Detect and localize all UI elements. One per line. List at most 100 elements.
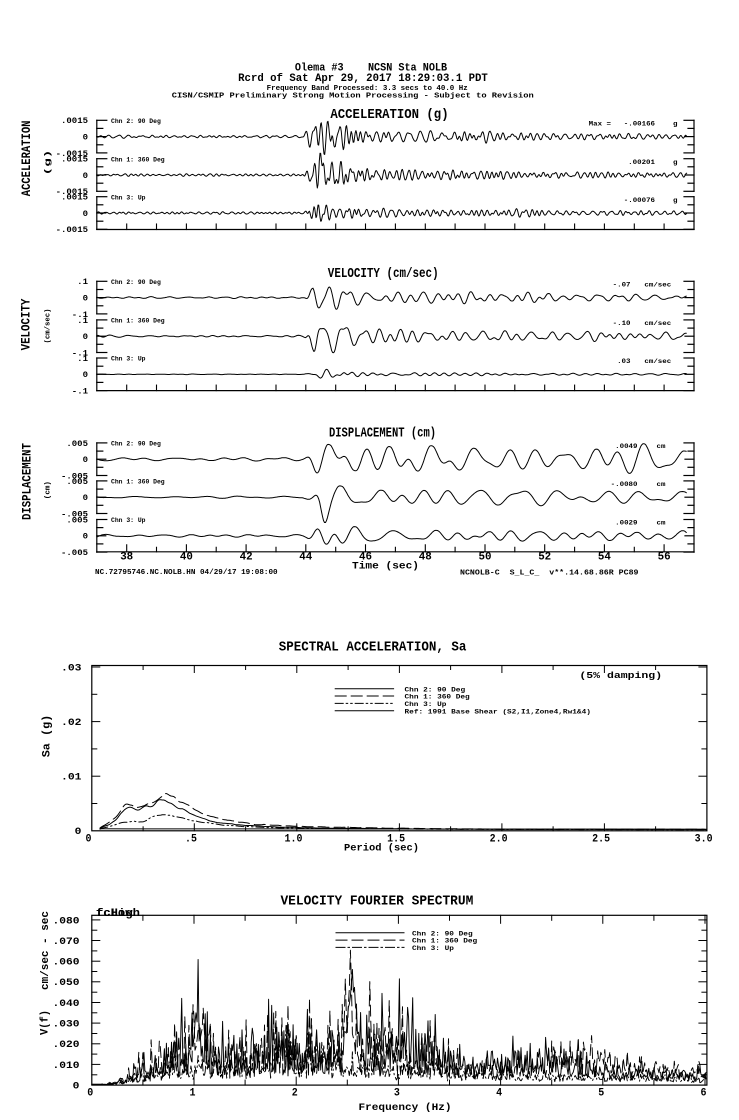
svg-text:-.00166: -.00166 — [624, 120, 655, 127]
svg-text:.040: .040 — [53, 998, 80, 1009]
svg-text:0: 0 — [83, 370, 88, 380]
svg-text:cm/sec - sec: cm/sec - sec — [40, 911, 52, 990]
svg-text:Chn 2: 90 Deg: Chn 2: 90 Deg — [111, 118, 161, 126]
svg-text:Frequency Band Processed: 3.3: Frequency Band Processed: 3.3 secs to 40… — [267, 85, 468, 93]
svg-text:0: 0 — [87, 1088, 93, 1100]
svg-text:.1: .1 — [77, 354, 88, 364]
svg-text:0: 0 — [83, 209, 88, 219]
svg-text:ACCELERATION: ACCELERATION — [19, 121, 34, 197]
svg-text:-.005: -.005 — [61, 548, 88, 558]
svg-text:5: 5 — [598, 1088, 604, 1100]
svg-text:.005: .005 — [66, 515, 88, 525]
svg-text:.5: .5 — [185, 833, 197, 845]
svg-text:Chn 3: Up: Chn 3: Up — [111, 517, 146, 525]
svg-text:(cm/sec): (cm/sec) — [45, 309, 53, 344]
svg-text:cm: cm — [657, 443, 666, 450]
svg-text:Time (sec): Time (sec) — [352, 561, 419, 572]
svg-text:0: 0 — [83, 455, 88, 465]
svg-text:.080: .080 — [53, 915, 80, 926]
svg-text:0: 0 — [83, 332, 88, 342]
svg-text:.050: .050 — [53, 977, 80, 988]
svg-text:-.00076: -.00076 — [624, 197, 655, 204]
svg-text:.030: .030 — [53, 1019, 80, 1030]
svg-text:NC.72795746.NC.NOLB.HN 04/29/1: NC.72795746.NC.NOLB.HN 04/29/17 19:08:00 — [95, 569, 278, 577]
svg-text:-.005: -.005 — [61, 471, 88, 481]
svg-text:cm/sec: cm/sec — [644, 358, 671, 365]
svg-text:Chn 2: 90 Deg: Chn 2: 90 Deg — [405, 686, 466, 694]
svg-text:VELOCITY (cm/sec): VELOCITY (cm/sec) — [328, 267, 439, 282]
svg-text:V(f): V(f) — [39, 1010, 51, 1035]
svg-text:.0049: .0049 — [615, 443, 637, 450]
svg-text:-.1: -.1 — [72, 387, 88, 397]
svg-text:-.0015: -.0015 — [56, 225, 88, 235]
svg-text:-.1: -.1 — [72, 348, 88, 358]
svg-text:Chn 2: 90 Deg: Chn 2: 90 Deg — [111, 441, 161, 449]
svg-text:1.0: 1.0 — [285, 833, 303, 845]
svg-text:.070: .070 — [53, 936, 80, 947]
svg-text:-.10: -.10 — [613, 320, 631, 327]
svg-text:Ref: 1991 Base Shear (S2,I1,Zo: Ref: 1991 Base Shear (S2,I1,Zone4,Rw1&4) — [405, 708, 591, 716]
svg-text:fcLow: fcLow — [96, 908, 133, 920]
svg-text:.03: .03 — [617, 358, 631, 365]
svg-text:g: g — [673, 120, 678, 127]
svg-text:0: 0 — [83, 493, 88, 503]
svg-text:fcHigh: fcHigh — [96, 908, 140, 920]
svg-text:0: 0 — [83, 133, 88, 143]
svg-text:DISPLACEMENT (cm): DISPLACEMENT (cm) — [329, 426, 436, 441]
svg-text:42: 42 — [240, 552, 253, 564]
svg-text:54: 54 — [598, 552, 611, 564]
svg-text:1: 1 — [190, 1088, 196, 1100]
svg-text:3.0: 3.0 — [695, 833, 713, 845]
svg-text:0: 0 — [75, 826, 82, 837]
svg-text:.060: .060 — [53, 957, 80, 968]
svg-text:cm/sec: cm/sec — [644, 320, 671, 327]
svg-text:0: 0 — [83, 171, 88, 181]
svg-text:cm: cm — [657, 481, 666, 488]
svg-text:0: 0 — [86, 833, 92, 845]
svg-text:2.0: 2.0 — [490, 833, 508, 845]
svg-text:Chn 1: 360 Deg: Chn 1: 360 Deg — [405, 694, 470, 702]
svg-text:.02: .02 — [61, 717, 82, 728]
svg-text:52: 52 — [538, 552, 551, 564]
svg-text:0: 0 — [73, 1081, 80, 1092]
svg-text:.0015: .0015 — [61, 116, 88, 126]
svg-text:-.0015: -.0015 — [56, 187, 88, 197]
svg-text:3: 3 — [394, 1088, 400, 1100]
svg-text:Chn 3: Up: Chn 3: Up — [412, 945, 454, 953]
svg-text:cm: cm — [657, 520, 666, 527]
svg-text:NCNOLB-C S_L_C_ v**.14.68.86: NCNOLB-C S_L_C_ v**.14.68.86R PC89 — [460, 570, 639, 578]
svg-text:g: g — [673, 197, 678, 204]
svg-text:Chn 3: Up: Chn 3: Up — [405, 701, 447, 709]
svg-text:-.07: -.07 — [613, 281, 631, 288]
svg-text:.005: .005 — [66, 477, 88, 487]
svg-text:.005: .005 — [66, 439, 88, 449]
svg-text:ACCELERATION (g): ACCELERATION (g) — [330, 108, 448, 123]
svg-text:.010: .010 — [53, 1060, 80, 1071]
svg-text:Chn 3: Up: Chn 3: Up — [111, 356, 146, 364]
svg-text:CISN/CSMIP Preliminary Strong: CISN/CSMIP Preliminary Strong Motion Pro… — [172, 93, 534, 101]
svg-text:.0015: .0015 — [61, 155, 88, 165]
svg-text:.1: .1 — [77, 277, 88, 287]
svg-text:-.0080: -.0080 — [611, 481, 638, 488]
svg-text:56: 56 — [658, 552, 671, 564]
svg-text:(cm): (cm) — [45, 481, 53, 499]
svg-text:Chn 3: Up: Chn 3: Up — [111, 194, 146, 202]
svg-text:VELOCITY FOURIER SPECTRUM: VELOCITY FOURIER SPECTRUM — [280, 895, 473, 910]
svg-text:Chn 2: 90 Deg: Chn 2: 90 Deg — [111, 279, 161, 287]
svg-text:SPECTRAL ACCELERATION, Sa: SPECTRAL ACCELERATION, Sa — [279, 641, 467, 656]
svg-text:Period (sec): Period (sec) — [344, 843, 419, 854]
svg-text:DISPLACEMENT: DISPLACEMENT — [20, 443, 35, 520]
svg-text:48: 48 — [419, 552, 432, 564]
svg-text:1.5: 1.5 — [387, 833, 405, 845]
svg-text:.0029: .0029 — [615, 520, 637, 527]
svg-text:Chn 1: 360 Deg: Chn 1: 360 Deg — [111, 318, 165, 326]
svg-text:(5% damping): (5% damping) — [579, 671, 662, 681]
svg-text:0: 0 — [83, 294, 88, 304]
svg-text:Max =: Max = — [589, 120, 611, 127]
svg-text:2: 2 — [292, 1088, 298, 1100]
svg-text:cm/sec: cm/sec — [644, 281, 671, 288]
svg-text:Sa (g): Sa (g) — [41, 715, 53, 758]
svg-text:.020: .020 — [53, 1039, 80, 1050]
svg-text:6: 6 — [701, 1088, 707, 1100]
svg-text:-.005: -.005 — [61, 509, 88, 519]
